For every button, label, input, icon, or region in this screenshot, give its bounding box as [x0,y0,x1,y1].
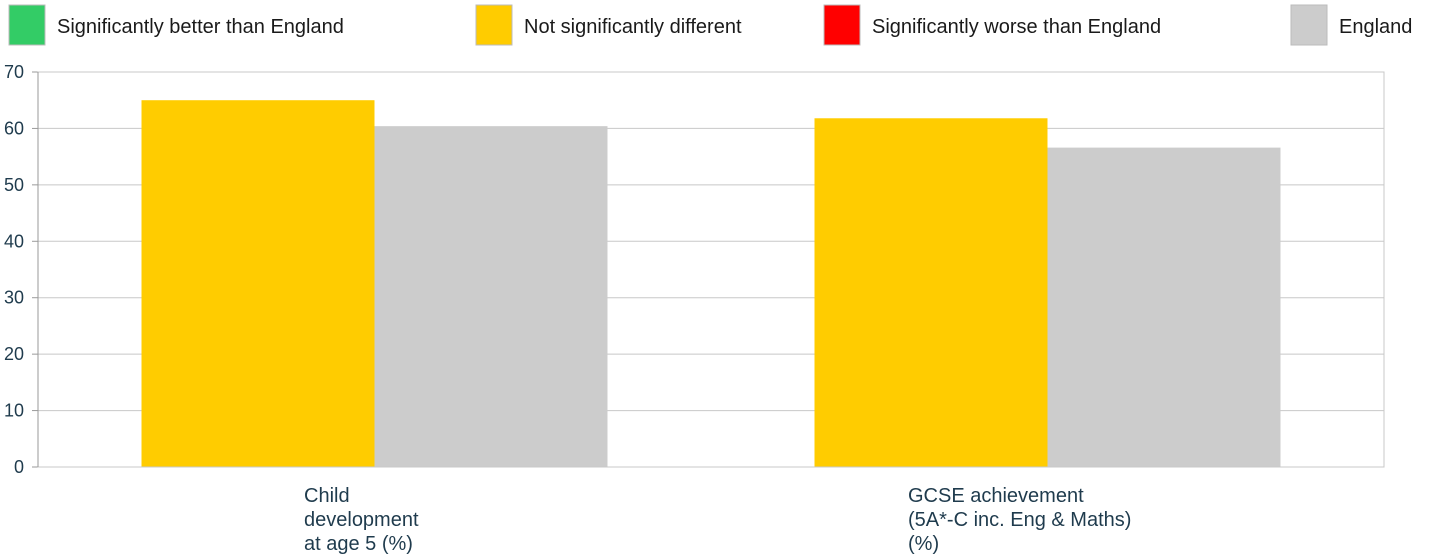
legend: Significantly better than England Not sig… [8,4,1412,46]
bar [374,126,608,468]
legend-swatch [1290,4,1328,46]
y-tick-label: 40 [4,231,24,251]
bar [814,118,1048,468]
legend-label: Not significantly different [524,16,742,38]
y-axis: 0 10 20 30 40 50 60 70 [4,62,38,477]
legend-label: Significantly worse than England [872,16,1161,38]
legend-swatch [8,4,46,46]
y-tick-label: 0 [14,457,24,477]
legend-swatch [475,4,513,46]
x-axis: Child development at age 5 (%) GCSE achieve… [304,485,1131,555]
x-category-label: GCSE achievement (5A*-C inc. Eng & Maths)… [908,485,1131,555]
y-tick-label: 20 [4,344,24,364]
legend-label: Significantly better than England [57,16,344,38]
bar [1047,147,1281,467]
y-tick-label: 60 [4,118,24,138]
legend-swatch [823,4,861,46]
bar [141,100,375,467]
y-tick-label: 10 [4,401,24,421]
y-tick-label: 30 [4,288,24,308]
plot-frame [37,71,1385,468]
legend-label: England [1339,16,1412,38]
x-category-label: Child development at age 5 (%) [304,485,419,555]
y-tick-label: 50 [4,175,24,195]
bars [141,100,1281,468]
y-tick-label: 70 [4,62,24,82]
